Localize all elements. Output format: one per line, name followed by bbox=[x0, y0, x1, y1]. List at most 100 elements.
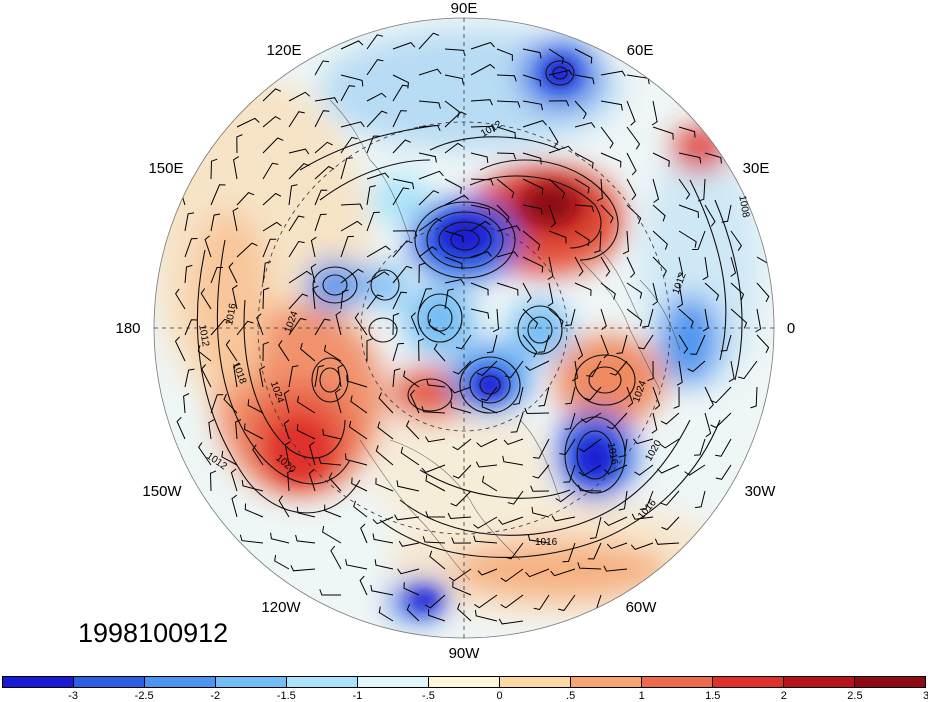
wind-barb bbox=[571, 360, 579, 382]
wind-barb bbox=[690, 334, 706, 355]
colorbar bbox=[2, 676, 926, 688]
wind-barb bbox=[548, 145, 573, 154]
colorbar-swatch bbox=[429, 677, 500, 687]
wind-barb bbox=[366, 135, 380, 154]
wind-barb bbox=[340, 74, 364, 87]
wind-barb bbox=[728, 360, 735, 383]
wind-barb bbox=[418, 246, 438, 258]
wind-barb bbox=[288, 111, 305, 128]
wind-barb bbox=[288, 365, 299, 388]
wind-barb bbox=[418, 338, 425, 362]
wind-barb bbox=[642, 308, 654, 328]
wind-barb bbox=[633, 438, 654, 445]
wind-barb bbox=[473, 535, 498, 544]
wind-barb bbox=[353, 500, 368, 518]
wind-barb bbox=[500, 568, 524, 583]
wind-barb bbox=[366, 59, 384, 76]
wind-barb bbox=[652, 282, 659, 306]
wind-barb bbox=[637, 334, 654, 350]
wind-barb bbox=[308, 469, 316, 492]
wind-barb bbox=[630, 542, 654, 550]
wind-barb bbox=[392, 110, 407, 128]
wind-barb bbox=[184, 264, 193, 284]
wind-barb bbox=[510, 412, 524, 433]
wind-barb bbox=[236, 242, 258, 258]
wind-barb bbox=[577, 484, 602, 492]
wind-barb bbox=[600, 204, 614, 224]
wind-barb bbox=[565, 386, 576, 405]
wind-barb bbox=[366, 211, 380, 232]
wind-barb bbox=[283, 389, 290, 414]
colorbar-swatch bbox=[642, 677, 713, 687]
colorbar-label: -.5 bbox=[422, 690, 435, 702]
wind-barb bbox=[398, 540, 420, 547]
colorbar-label: -1.5 bbox=[276, 690, 296, 702]
wind-barb bbox=[559, 438, 576, 456]
wind-barb bbox=[378, 606, 394, 622]
wind-barb bbox=[652, 152, 670, 167]
wind-barb bbox=[422, 536, 446, 544]
wind-barb bbox=[470, 99, 493, 106]
wind-barb bbox=[580, 412, 602, 424]
wind-barb bbox=[262, 238, 277, 258]
colorbar-swatch bbox=[713, 677, 784, 687]
wind-barb bbox=[756, 334, 770, 354]
wind-barb bbox=[496, 225, 521, 232]
wind-barb bbox=[235, 419, 242, 440]
wind-barb bbox=[236, 134, 243, 154]
wind-barb bbox=[564, 412, 576, 430]
wind-barb bbox=[470, 308, 490, 319]
wind-barb bbox=[210, 394, 224, 414]
wind-barb bbox=[241, 479, 264, 492]
wind-barb bbox=[366, 34, 384, 50]
wind-barb bbox=[474, 594, 498, 609]
wind-barb bbox=[589, 516, 602, 539]
wind-barb bbox=[209, 470, 217, 492]
wind-barb bbox=[418, 100, 441, 109]
wind-barb bbox=[606, 542, 628, 550]
wind-barb bbox=[283, 419, 290, 440]
lon-label-60e: 60E bbox=[627, 42, 654, 59]
wind-barb bbox=[547, 282, 554, 307]
wind-barb bbox=[574, 100, 587, 120]
wind-barb bbox=[522, 230, 541, 251]
wind-barb bbox=[522, 282, 532, 303]
wind-barb bbox=[603, 464, 628, 475]
wind-barb bbox=[452, 464, 472, 479]
wind-barb bbox=[247, 399, 264, 414]
wind-barb bbox=[600, 152, 622, 168]
colorbar-swatch bbox=[571, 677, 642, 687]
wind-barb bbox=[314, 110, 330, 128]
colorbar-label: -2.5 bbox=[134, 690, 154, 702]
wind-barb bbox=[324, 504, 342, 518]
wind-barb bbox=[600, 334, 609, 359]
wind-barb bbox=[340, 121, 365, 128]
wind-barb bbox=[673, 386, 680, 409]
colorbar-label: -1 bbox=[352, 690, 363, 702]
colorbar-label: -2 bbox=[210, 690, 221, 702]
wind-barb bbox=[574, 334, 584, 360]
wind-barb bbox=[259, 365, 266, 388]
wind-barb bbox=[730, 256, 737, 277]
wind-barb bbox=[330, 545, 342, 570]
wind-barb bbox=[557, 594, 576, 612]
wind-barb bbox=[392, 265, 413, 284]
wind-barb bbox=[433, 343, 446, 362]
wind-barb bbox=[323, 344, 342, 362]
wind-barb bbox=[702, 256, 709, 281]
wind-barb bbox=[684, 464, 706, 476]
wind-barb bbox=[288, 148, 310, 155]
wind-barb bbox=[551, 515, 576, 522]
wind-barb bbox=[350, 395, 368, 414]
wind-barb bbox=[600, 256, 611, 277]
wind-barb bbox=[496, 251, 519, 258]
wind-barb bbox=[340, 220, 363, 232]
wind-barb bbox=[730, 230, 743, 251]
wind-barb bbox=[697, 178, 706, 202]
wind-barb bbox=[360, 523, 368, 544]
wind-barb bbox=[184, 212, 195, 232]
wind-barb bbox=[337, 364, 344, 388]
wind-barb bbox=[496, 152, 517, 160]
wind-barb bbox=[210, 318, 231, 336]
wind-barb bbox=[695, 490, 706, 509]
